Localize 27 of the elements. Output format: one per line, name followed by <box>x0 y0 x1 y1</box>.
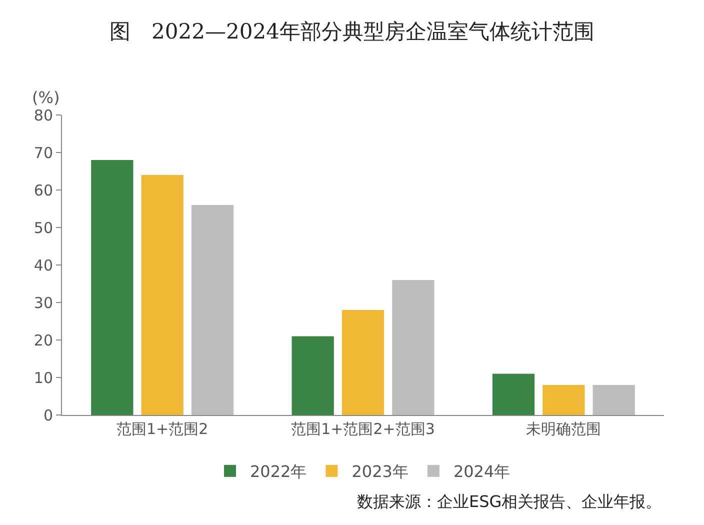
bar <box>292 336 334 415</box>
bar <box>592 385 635 415</box>
y-tick-label: 60 <box>34 181 53 200</box>
bar <box>542 385 585 415</box>
legend-label: 2024年 <box>453 462 510 482</box>
bar <box>392 280 434 415</box>
bar <box>342 310 384 415</box>
source-note: 数据来源：企业ESG相关报告、企业年报。 <box>357 492 662 511</box>
y-tick-label: 0 <box>43 406 53 424</box>
bar <box>191 205 234 415</box>
y-tick-label: 10 <box>34 368 53 387</box>
y-tick-label: 20 <box>34 331 53 350</box>
legend-label: 2023年 <box>352 462 408 482</box>
bar <box>91 160 134 415</box>
x-tick-label: 范围1+范围2+范围3 <box>291 420 435 438</box>
y-tick-label: 70 <box>34 144 53 162</box>
y-tick-label: 50 <box>34 218 53 237</box>
legend-label: 2022年 <box>250 462 307 482</box>
bar <box>141 175 184 415</box>
y-tick-label: 40 <box>34 256 53 274</box>
chart-title: 图 2022—2024年部分典型房企温室气体统计范围 <box>110 19 594 44</box>
y-tick-label: 30 <box>34 294 53 312</box>
x-tick-label: 范围1+范围2 <box>116 420 208 438</box>
y-axis-title: (%) <box>32 88 60 107</box>
x-tick-label: 未明确范围 <box>526 420 602 438</box>
y-tick-label: 80 <box>34 106 53 124</box>
bar <box>492 374 535 415</box>
